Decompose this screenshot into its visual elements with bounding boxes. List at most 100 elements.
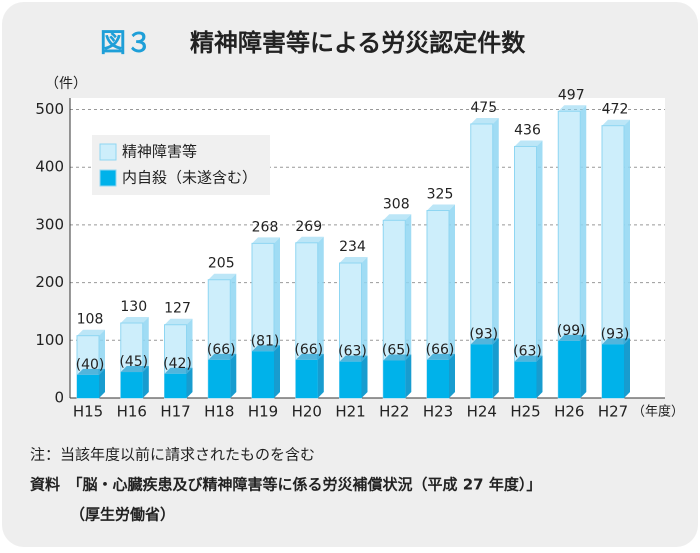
x-tick-label: H26 [554, 403, 584, 421]
bar-top [602, 338, 630, 345]
x-tick-label: H27 [598, 403, 628, 421]
bar [427, 359, 449, 398]
bar-top [164, 318, 193, 325]
legend-label: 精神障害等 [122, 143, 197, 161]
x-tick-label: H22 [379, 403, 409, 421]
value-label: (65) [382, 343, 411, 359]
value-label: 308 [383, 196, 410, 212]
bar [252, 351, 274, 398]
bar-side [405, 354, 412, 398]
bar [602, 344, 624, 398]
source: 資料 「脳・心臓疾患及び精神障害等に係る労災補償状況（平成 27 年度）」 [30, 476, 541, 494]
legend-label: 内自殺（未遂含む） [122, 169, 257, 187]
value-label: 108 [77, 312, 104, 328]
value-label: 497 [558, 87, 585, 103]
bar [339, 361, 362, 398]
bar-side [624, 338, 630, 398]
bar [208, 359, 231, 398]
bar [164, 373, 187, 398]
x-tick-label: H17 [160, 403, 190, 421]
bar-top [383, 214, 412, 221]
value-label: (45) [119, 354, 148, 370]
bar [470, 344, 493, 398]
bar-top [208, 353, 237, 360]
bar-top [120, 317, 149, 323]
figure-label: 図３ [100, 29, 152, 59]
bar-top [164, 367, 193, 374]
bar-top [602, 119, 630, 126]
bar [295, 359, 318, 398]
bar-top [120, 366, 149, 373]
y-tick-label: 400 [35, 158, 64, 176]
value-label: 472 [602, 102, 629, 118]
bar-side [536, 140, 543, 398]
bar [383, 360, 406, 398]
bar-top [470, 338, 499, 345]
bar-top [558, 334, 587, 341]
bar-top [295, 353, 324, 360]
bar-side [624, 119, 630, 398]
x-tick-label: H18 [204, 403, 234, 421]
bar-side [492, 117, 499, 398]
value-label: (99) [557, 323, 586, 339]
value-label: (63) [513, 344, 542, 360]
bar-side [580, 334, 587, 398]
bar-side [274, 345, 280, 398]
x-unit: （年度） [632, 404, 684, 420]
bar-side [492, 338, 499, 398]
x-tick-label: H23 [423, 403, 453, 421]
bar-top [252, 345, 280, 352]
value-label: (66) [294, 342, 323, 358]
bar-top [383, 354, 412, 361]
x-tick-label: H16 [117, 403, 147, 421]
legend-swatch [99, 169, 117, 187]
value-label: 234 [339, 239, 366, 255]
value-label: (40) [76, 357, 105, 373]
x-tick-label: H19 [248, 403, 278, 421]
bar-top [558, 105, 587, 112]
value-label: 268 [252, 219, 279, 235]
value-label: 205 [208, 256, 235, 272]
value-label: (93) [469, 326, 498, 342]
y-tick-label: 100 [35, 331, 64, 349]
bar-top [208, 273, 237, 280]
bar-top [514, 140, 543, 147]
bar-side [405, 214, 412, 398]
bar-side [449, 204, 455, 398]
bar-top [295, 236, 324, 243]
x-tick-label: H24 [467, 403, 497, 421]
bar [120, 372, 143, 398]
value-label: (93) [601, 326, 630, 342]
value-label: 325 [427, 187, 454, 203]
note: 注：当該年度以前に請求されたものを含む [30, 446, 315, 464]
bar-top [339, 257, 368, 263]
bar-side [449, 353, 455, 398]
value-label: (66) [426, 342, 455, 358]
bar [514, 361, 537, 398]
x-tick-label: H15 [73, 403, 103, 421]
bar-side [186, 367, 193, 398]
value-label: 436 [514, 122, 541, 138]
bar-side [536, 355, 543, 398]
bar-top [470, 117, 499, 124]
y-tick-label: 500 [35, 100, 64, 118]
x-tick-label: H20 [292, 403, 322, 421]
bar [558, 340, 581, 398]
bar-side [361, 355, 368, 398]
value-label: (42) [163, 356, 192, 372]
bar [77, 374, 99, 398]
bar-top [77, 329, 105, 336]
bar-top [427, 353, 455, 360]
bar-side [142, 366, 149, 398]
y-unit: （件） [45, 76, 87, 92]
chart-title: 精神障害等による労災認定件数 [190, 29, 526, 57]
legend [92, 135, 270, 195]
y-tick-label: 300 [35, 215, 64, 233]
bar-top [514, 355, 543, 362]
x-tick-label: H21 [335, 403, 365, 421]
bar-side [99, 368, 105, 398]
value-label: (63) [338, 344, 367, 360]
y-tick-label: 200 [35, 273, 64, 291]
source: （厚生労働省） [70, 506, 175, 524]
